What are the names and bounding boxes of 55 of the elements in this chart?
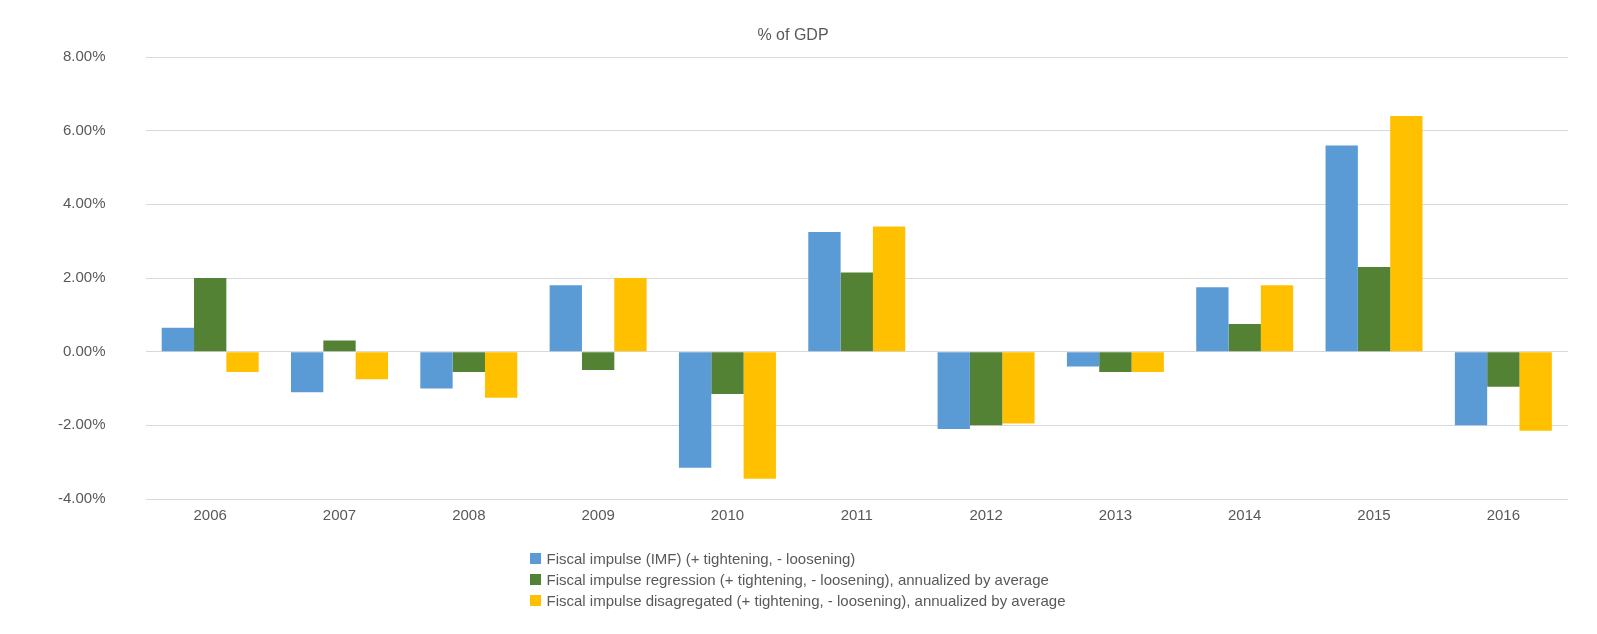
bar bbox=[1196, 287, 1229, 352]
x-tick-label: 2006 bbox=[193, 506, 227, 524]
x-tick-label: 2014 bbox=[1228, 506, 1262, 524]
bar bbox=[614, 278, 647, 352]
y-tick-label: -4.00% bbox=[58, 489, 106, 507]
bar bbox=[161, 327, 195, 352]
legend-label: Fiscal impulse disagregated (+ tightening, - loosening), annualized by average bbox=[546, 591, 1066, 611]
bar bbox=[226, 352, 259, 372]
bar bbox=[1519, 352, 1552, 431]
bar bbox=[1390, 115, 1423, 352]
bar bbox=[1066, 352, 1100, 367]
x-tick-label: 2016 bbox=[1486, 506, 1521, 524]
bar bbox=[1002, 352, 1035, 424]
bar bbox=[452, 352, 485, 372]
bar bbox=[323, 340, 356, 352]
bar bbox=[1260, 285, 1294, 352]
bar bbox=[420, 352, 453, 389]
y-tick-label: 4.00% bbox=[62, 194, 106, 212]
x-tick-label: 2013 bbox=[1098, 506, 1133, 524]
bar bbox=[1228, 324, 1261, 352]
y-tick-label: 6.00% bbox=[62, 120, 106, 138]
x-tick-label: 2007 bbox=[322, 506, 357, 524]
bar bbox=[808, 231, 841, 352]
bar bbox=[1454, 352, 1488, 426]
bar bbox=[581, 352, 615, 371]
bar bbox=[291, 352, 324, 393]
x-tick-label: 2015 bbox=[1357, 506, 1391, 524]
bar bbox=[484, 352, 518, 398]
bar bbox=[711, 352, 744, 395]
bar bbox=[743, 352, 776, 479]
bar bbox=[1487, 352, 1520, 387]
bar bbox=[1099, 352, 1132, 372]
x-tick-label: 2009 bbox=[581, 506, 615, 524]
bar bbox=[872, 226, 906, 352]
y-tick-label: 8.00% bbox=[62, 47, 106, 65]
chart-title: % of GDP bbox=[757, 25, 829, 43]
bar bbox=[194, 278, 227, 352]
x-tick-label: 2008 bbox=[452, 506, 486, 524]
bar bbox=[1131, 352, 1164, 372]
x-tick-label: 2010 bbox=[710, 506, 745, 524]
legend-label: Fiscal impulse (IMF) (+ tightening, - loosening) bbox=[546, 549, 856, 569]
bar bbox=[840, 272, 873, 352]
bar bbox=[969, 352, 1003, 426]
bar bbox=[937, 352, 970, 430]
legend-label: Fiscal impulse regression (+ tightening, - loosening), annualized by average bbox=[546, 570, 1049, 590]
y-tick-label: 2.00% bbox=[62, 268, 106, 286]
bar bbox=[1357, 266, 1391, 352]
y-tick-label: 0.00% bbox=[62, 341, 106, 359]
bar bbox=[1325, 145, 1358, 352]
y-tick-label: -2.00% bbox=[58, 415, 106, 433]
x-tick-label: 2012 bbox=[969, 506, 1003, 524]
x-tick-label: 2011 bbox=[840, 506, 873, 524]
bar bbox=[678, 352, 712, 468]
bar bbox=[355, 352, 388, 380]
bar bbox=[549, 285, 582, 352]
